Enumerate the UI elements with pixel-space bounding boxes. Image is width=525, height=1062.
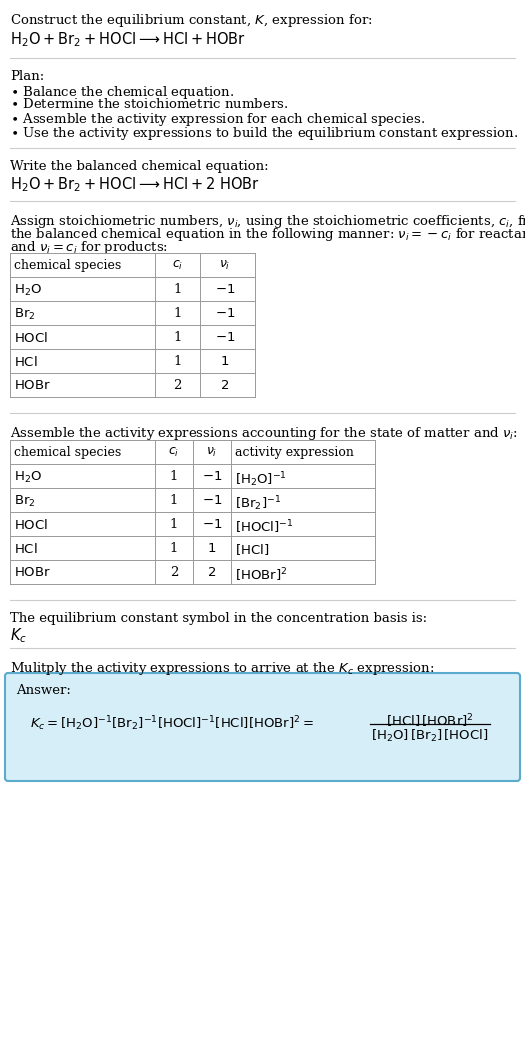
Text: $-1$: $-1$ — [202, 518, 222, 531]
Text: chemical species: chemical species — [14, 259, 121, 272]
Text: $[\mathrm{HCl}]$: $[\mathrm{HCl}]$ — [235, 542, 269, 556]
Text: $2$: $2$ — [220, 379, 229, 392]
Text: $[\mathrm{HCl}]\,[\mathrm{HOBr}]^2$: $[\mathrm{HCl}]\,[\mathrm{HOBr}]^2$ — [386, 712, 474, 730]
Text: 1: 1 — [173, 307, 182, 320]
Text: $-1$: $-1$ — [215, 307, 235, 320]
Text: 1: 1 — [173, 282, 182, 296]
Text: 2: 2 — [170, 566, 178, 579]
Text: $\bullet$ Balance the chemical equation.: $\bullet$ Balance the chemical equation. — [10, 84, 234, 101]
Text: Write the balanced chemical equation:: Write the balanced chemical equation: — [10, 160, 269, 173]
Text: $[\mathrm{H_2O}]^{-1}$: $[\mathrm{H_2O}]^{-1}$ — [235, 470, 287, 489]
Text: $\mathrm{HOBr}$: $\mathrm{HOBr}$ — [14, 379, 51, 392]
Text: 1: 1 — [170, 542, 178, 555]
Text: $[\mathrm{H_2O}]\,[\mathrm{Br_2}]\,[\mathrm{HOCl}]$: $[\mathrm{H_2O}]\,[\mathrm{Br_2}]\,[\mat… — [371, 727, 489, 744]
Text: the balanced chemical equation in the following manner: $\nu_i = -c_i$ for react: the balanced chemical equation in the fo… — [10, 226, 525, 243]
Text: $K_c$: $K_c$ — [10, 626, 27, 645]
Text: $c_i$: $c_i$ — [169, 446, 180, 459]
Text: $\mathrm{H_2O}$: $\mathrm{H_2O}$ — [14, 282, 42, 298]
Text: $\mathrm{HOCl}$: $\mathrm{HOCl}$ — [14, 518, 48, 532]
Text: $[\mathrm{HOCl}]^{-1}$: $[\mathrm{HOCl}]^{-1}$ — [235, 518, 293, 535]
Text: chemical species: chemical species — [14, 446, 121, 459]
Text: $2$: $2$ — [207, 566, 216, 579]
Text: Assemble the activity expressions accounting for the state of matter and $\nu_i$: Assemble the activity expressions accoun… — [10, 425, 518, 442]
Text: activity expression: activity expression — [235, 446, 354, 459]
Text: $1$: $1$ — [220, 355, 229, 369]
Text: $\mathrm{HCl}$: $\mathrm{HCl}$ — [14, 355, 38, 369]
Text: The equilibrium constant symbol in the concentration basis is:: The equilibrium constant symbol in the c… — [10, 612, 427, 626]
Text: $\mathrm{H_2O}$: $\mathrm{H_2O}$ — [14, 470, 42, 485]
Text: $-1$: $-1$ — [215, 331, 235, 344]
Text: $-1$: $-1$ — [202, 494, 222, 507]
Text: $\bullet$ Use the activity expressions to build the equilibrium constant express: $\bullet$ Use the activity expressions t… — [10, 124, 518, 141]
Text: $-1$: $-1$ — [215, 282, 235, 296]
Text: $c_i$: $c_i$ — [172, 259, 183, 272]
Text: Plan:: Plan: — [10, 70, 44, 83]
Text: $\mathrm{HCl}$: $\mathrm{HCl}$ — [14, 542, 38, 556]
Text: 1: 1 — [173, 331, 182, 344]
Text: $\nu_i$: $\nu_i$ — [206, 446, 218, 459]
Text: 1: 1 — [173, 355, 182, 369]
Text: Assign stoichiometric numbers, $\nu_i$, using the stoichiometric coefficients, $: Assign stoichiometric numbers, $\nu_i$, … — [10, 213, 525, 230]
Text: Construct the equilibrium constant, $K$, expression for:: Construct the equilibrium constant, $K$,… — [10, 12, 373, 29]
Text: and $\nu_i = c_i$ for products:: and $\nu_i = c_i$ for products: — [10, 239, 168, 256]
Text: $\mathrm{HOBr}$: $\mathrm{HOBr}$ — [14, 566, 51, 579]
Text: $\mathrm{Br_2}$: $\mathrm{Br_2}$ — [14, 307, 36, 322]
Text: $1$: $1$ — [207, 542, 217, 555]
Text: $\mathrm{H_2O + Br_2 + HOCl} \longrightarrow \mathrm{HCl + 2\ HOBr}$: $\mathrm{H_2O + Br_2 + HOCl} \longrighta… — [10, 175, 260, 193]
Text: $[\mathrm{HOBr}]^2$: $[\mathrm{HOBr}]^2$ — [235, 566, 287, 583]
Text: Answer:: Answer: — [16, 684, 71, 697]
Text: $\mathrm{Br_2}$: $\mathrm{Br_2}$ — [14, 494, 36, 509]
Text: $\mathrm{HOCl}$: $\mathrm{HOCl}$ — [14, 331, 48, 345]
Text: 1: 1 — [170, 470, 178, 483]
Text: $\bullet$ Assemble the activity expression for each chemical species.: $\bullet$ Assemble the activity expressi… — [10, 112, 425, 129]
Text: $\bullet$ Determine the stoichiometric numbers.: $\bullet$ Determine the stoichiometric n… — [10, 98, 288, 112]
Text: 2: 2 — [173, 379, 182, 392]
Text: $-1$: $-1$ — [202, 470, 222, 483]
Text: $K_c = [\mathrm{H_2O}]^{-1} [\mathrm{Br_2}]^{-1} [\mathrm{HOCl}]^{-1} [\mathrm{H: $K_c = [\mathrm{H_2O}]^{-1} [\mathrm{Br_… — [30, 714, 314, 733]
Text: Mulitply the activity expressions to arrive at the $K_c$ expression:: Mulitply the activity expressions to arr… — [10, 660, 434, 676]
Text: 1: 1 — [170, 518, 178, 531]
Text: $\mathrm{H_2O + Br_2 + HOCl} \longrightarrow \mathrm{HCl + HOBr}$: $\mathrm{H_2O + Br_2 + HOCl} \longrighta… — [10, 30, 246, 49]
Text: $[\mathrm{Br_2}]^{-1}$: $[\mathrm{Br_2}]^{-1}$ — [235, 494, 281, 513]
Text: $\nu_i$: $\nu_i$ — [219, 259, 230, 272]
FancyBboxPatch shape — [5, 673, 520, 781]
Text: 1: 1 — [170, 494, 178, 507]
